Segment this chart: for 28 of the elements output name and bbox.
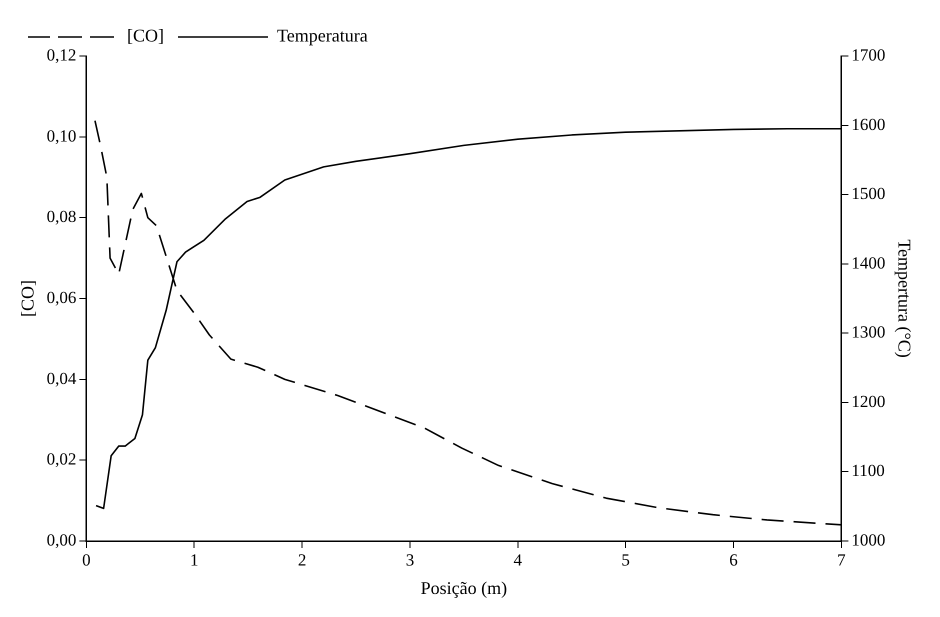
legend-label: [CO] — [127, 26, 164, 46]
x-axis-title: Posição (m) — [420, 578, 508, 598]
x-tick-label: 3 — [406, 550, 414, 570]
y2-axis-title: Tempertura (°C) — [894, 239, 914, 358]
x-tick-label: 6 — [729, 550, 738, 570]
y-tick-label: 0,08 — [46, 207, 76, 226]
y-tick-label: 0,00 — [46, 530, 76, 550]
x-tick-label: 4 — [514, 550, 523, 570]
y2-tick-label: 1100 — [851, 461, 885, 480]
x-tick-label: 1 — [190, 550, 198, 570]
y2-tick-label: 1400 — [851, 253, 886, 272]
x-tick-label: 2 — [298, 550, 306, 570]
legend-label: Temperatura — [276, 26, 368, 46]
y2-tick-label: 1700 — [851, 45, 886, 64]
y2-tick-label: 1500 — [851, 184, 886, 204]
y2-tick-label: 1000 — [851, 530, 886, 550]
y-tick-label: 0,02 — [46, 450, 76, 469]
x-tick-label: 0 — [82, 550, 91, 570]
y2-tick-label: 1200 — [851, 392, 886, 411]
y-tick-label: 0,10 — [46, 126, 76, 146]
y-tick-label: 0,04 — [46, 368, 77, 388]
x-tick-label: 5 — [621, 550, 630, 570]
y2-tick-label: 1300 — [851, 322, 886, 342]
y-tick-label: 0,12 — [46, 45, 76, 64]
y-axis-title: [CO] — [18, 280, 38, 317]
x-tick-label: 7 — [837, 550, 846, 570]
y-tick-label: 0,06 — [46, 288, 76, 307]
y2-tick-label: 1600 — [851, 114, 886, 134]
